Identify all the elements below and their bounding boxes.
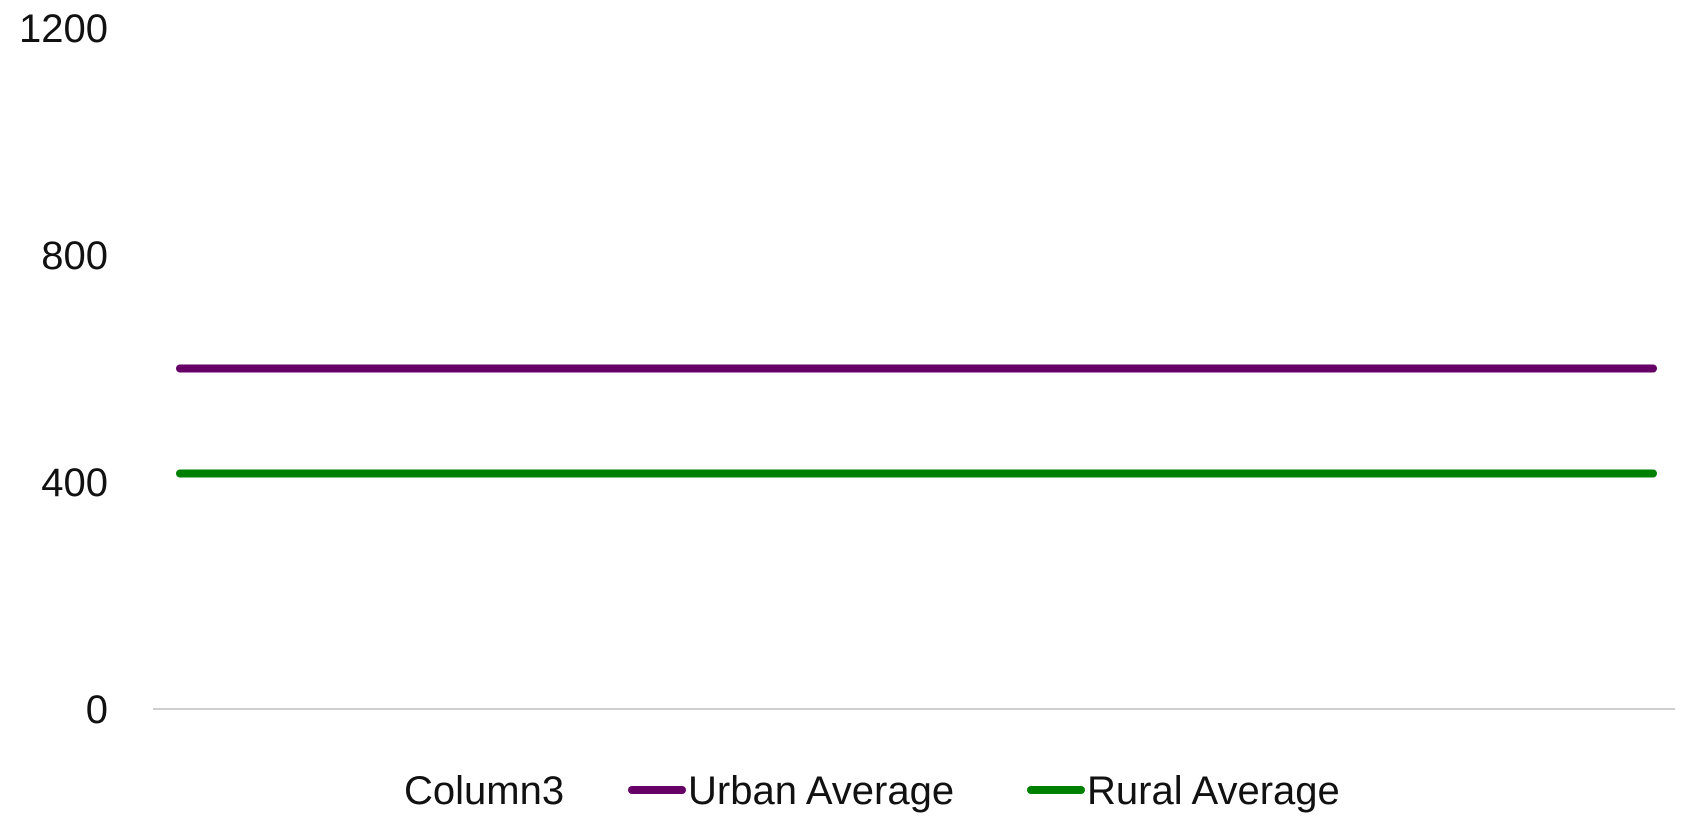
- legend-label-rural-average: Rural Average: [1087, 769, 1340, 813]
- y-axis-ticks: 0 400 800 1200: [19, 7, 108, 732]
- y-tick-label: 0: [86, 688, 108, 732]
- y-tick-label: 400: [41, 461, 108, 505]
- legend-label-column3: Column3: [404, 769, 564, 813]
- legend-label-urban-average: Urban Average: [688, 769, 954, 813]
- y-tick-label: 1200: [19, 7, 108, 51]
- series-lines: [176, 364, 1657, 478]
- y-tick-label: 800: [41, 234, 108, 278]
- legend: Column3 Urban Average Rural Average: [404, 769, 1340, 813]
